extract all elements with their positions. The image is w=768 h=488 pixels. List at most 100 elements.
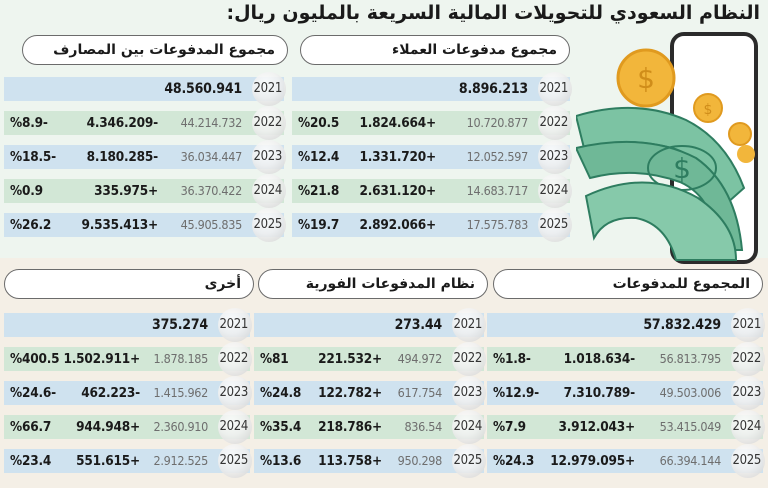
value: 617.754 <box>397 385 443 400</box>
year-label: 2022 <box>219 351 248 366</box>
year-badge <box>731 444 765 478</box>
change-value: 1.331.720+ <box>359 149 436 165</box>
table-row: 2022 10.720.877 1.824.664+ %20.5 <box>292 106 572 140</box>
value: 66.394.144 <box>659 453 722 468</box>
percent-change: %24.3 <box>493 453 535 469</box>
year-label: 2022 <box>453 351 482 366</box>
change-value: 8.180.285- <box>86 149 159 165</box>
table-row: 2021 57.832.429 <box>487 308 765 342</box>
change-value: 218.786+ <box>318 419 382 435</box>
table-row: 2022 44.214.732 4.346.209- %8.9- <box>4 106 286 140</box>
year-label: 2024 <box>539 183 568 198</box>
table-row: 2022 56.813.795 1.018.634- %1.8- <box>487 342 765 376</box>
year-badge <box>538 72 572 106</box>
panel-header-other: أخرى <box>4 269 254 299</box>
year-label: 2025 <box>453 453 482 468</box>
change-value: 1.018.634- <box>563 351 636 367</box>
year-badge <box>538 106 572 140</box>
year-badge <box>452 410 486 444</box>
value: 1.415.962 <box>153 385 208 400</box>
svg-text:$: $ <box>673 152 691 185</box>
table-row: 2025 45.905.835 9.535.413+ %26.2 <box>4 208 286 242</box>
year-label: 2025 <box>219 453 248 468</box>
year-label: 2023 <box>219 385 248 400</box>
year-label: 2025 <box>732 453 761 468</box>
year-label: 2024 <box>219 419 248 434</box>
change-value: 551.615+ <box>76 453 140 469</box>
change-value: 944.948+ <box>76 419 140 435</box>
year-label: 2024 <box>453 419 482 434</box>
percent-change: %7.9 <box>493 419 526 435</box>
year-badge <box>252 174 286 208</box>
percent-change: %24.8 <box>260 385 302 401</box>
value: 56.813.795 <box>659 351 722 366</box>
base-value: 57.832.429 <box>643 317 721 333</box>
svg-text:$: $ <box>704 102 713 118</box>
value: 2.360.910 <box>153 419 208 434</box>
change-value: 3.912.043+ <box>558 419 635 435</box>
percent-change: %19.7 <box>298 217 340 233</box>
table-row: 2021 8.896.213 <box>292 72 572 106</box>
year-label: 2021 <box>253 81 282 96</box>
value: 44.214.732 <box>180 115 243 130</box>
year-badge <box>218 410 252 444</box>
table-row: 2021 375.274 <box>4 308 252 342</box>
percent-change: %12.9- <box>493 385 539 401</box>
year-label: 2021 <box>219 317 248 332</box>
percent-change: %26.2 <box>10 217 52 233</box>
change-value: 2.631.120+ <box>359 183 436 199</box>
year-label: 2023 <box>253 149 282 164</box>
year-badge <box>452 308 486 342</box>
value: 45.905.835 <box>180 217 243 232</box>
year-badge <box>252 140 286 174</box>
year-badge <box>452 444 486 478</box>
percent-change: %21.8 <box>298 183 340 199</box>
value: 49.503.006 <box>659 385 722 400</box>
table-row: 2024 2.360.910 944.948+ %66.7 <box>4 410 252 444</box>
year-badge <box>218 342 252 376</box>
table-row: 2023 12.052.597 1.331.720+ %12.4 <box>292 140 572 174</box>
table-row: 2023 617.754 122.782+ %24.8 <box>254 376 486 410</box>
year-badge <box>538 208 572 242</box>
year-label: 2024 <box>253 183 282 198</box>
year-label: 2023 <box>539 149 568 164</box>
percent-change: %24.6- <box>10 385 56 401</box>
change-value: 4.346.209- <box>86 115 159 131</box>
percent-change: %35.4 <box>260 419 302 435</box>
change-value: 113.758+ <box>318 453 382 469</box>
year-label: 2025 <box>253 217 282 232</box>
year-label: 2021 <box>539 81 568 96</box>
year-label: 2022 <box>732 351 761 366</box>
panel-header-interbank-payments: مجموع المدفوعات بين المصارف <box>22 35 288 65</box>
change-value: 462.223- <box>81 385 140 401</box>
percent-change: %23.4 <box>10 453 52 469</box>
year-badge <box>218 376 252 410</box>
value: 950.298 <box>397 453 443 468</box>
year-badge <box>731 410 765 444</box>
base-value: 8.896.213 <box>458 81 528 97</box>
percent-change: %66.7 <box>10 419 52 435</box>
year-badge <box>538 140 572 174</box>
year-badge <box>252 106 286 140</box>
table-row: 2025 950.298 113.758+ %13.6 <box>254 444 486 478</box>
value: 36.370.422 <box>180 183 243 198</box>
percent-change: %12.4 <box>298 149 340 165</box>
table-row: 2022 1.878.185 1.502.911+ %400.5 <box>4 342 252 376</box>
value: 53.415.049 <box>659 419 722 434</box>
value: 1.878.185 <box>153 351 208 366</box>
change-value: 9.535.413+ <box>81 217 158 233</box>
year-label: 2023 <box>453 385 482 400</box>
percent-change: %18.5- <box>10 149 56 165</box>
page-title: النظام السعودي للتحويلات المالية السريعة… <box>226 2 760 24</box>
percent-change: %400.5 <box>10 351 60 367</box>
value: 2.912.525 <box>153 453 208 468</box>
percent-change: %1.8- <box>493 351 531 367</box>
change-value: 12.979.095+ <box>550 453 635 469</box>
value: 36.034.447 <box>180 149 243 164</box>
table-row: 2023 1.415.962 462.223- %24.6- <box>4 376 252 410</box>
percent-change: %13.6 <box>260 453 302 469</box>
change-value: 122.782+ <box>318 385 382 401</box>
year-label: 2022 <box>539 115 568 130</box>
year-badge <box>252 72 286 106</box>
table-row: 2021 273.44 <box>254 308 486 342</box>
